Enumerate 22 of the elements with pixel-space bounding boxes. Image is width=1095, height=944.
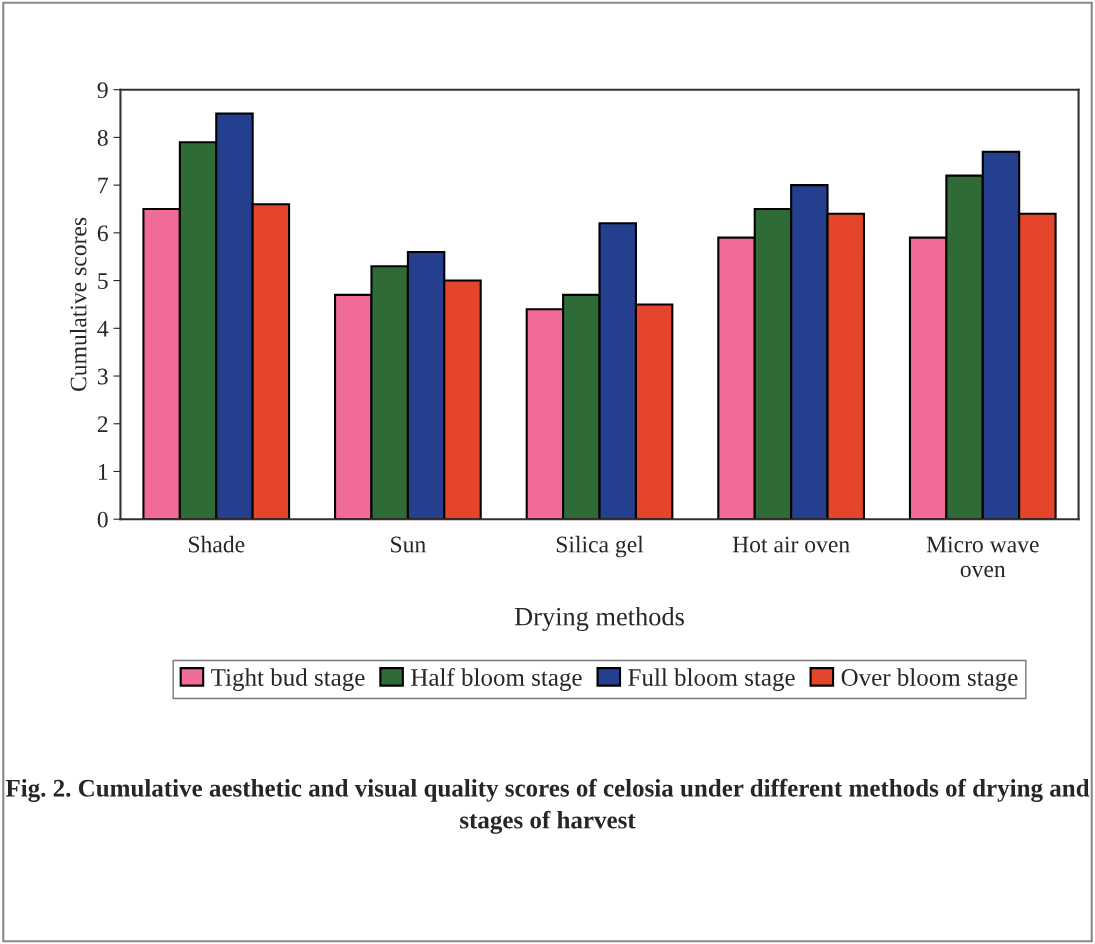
text: Fig. 2. Cumulative aesthetic and visual quality scores of celosia under different methods of drying and stages of harvest <box>5 778 1090 834</box>
y-axis-title: Cumulative scores <box>69 217 87 392</box>
y-tick-label: 9 <box>97 82 108 99</box>
y-tick-label: 7 <box>98 177 108 194</box>
legend-label: Tight bud stage <box>211 668 365 692</box>
y-tick-label: 1 <box>98 464 108 480</box>
legend-label: Half bloom stage <box>411 668 582 692</box>
x-tick-label: Silica gel <box>556 535 644 558</box>
legend-label: Full bloom stage <box>628 668 795 692</box>
legend-label: Over bloom stage <box>841 668 1018 692</box>
x-tick-label: Shade <box>188 535 245 553</box>
y-tick-label: 5 <box>98 273 108 289</box>
y-tick-label: 6 <box>97 225 108 242</box>
x-axis-title: Drying methods <box>514 606 684 631</box>
x-tick-label: Hot air oven <box>732 536 850 553</box>
x-tick-label: Micro wave oven <box>926 536 1039 578</box>
y-tick-label: 8 <box>97 129 108 146</box>
y-tick-label: 0 <box>97 511 108 528</box>
x-tick-label: Sun <box>391 536 426 553</box>
y-tick-label: 2 <box>97 416 108 432</box>
y-tick-label: 3 <box>97 368 108 385</box>
y-tick-label: 4 <box>97 320 109 337</box>
